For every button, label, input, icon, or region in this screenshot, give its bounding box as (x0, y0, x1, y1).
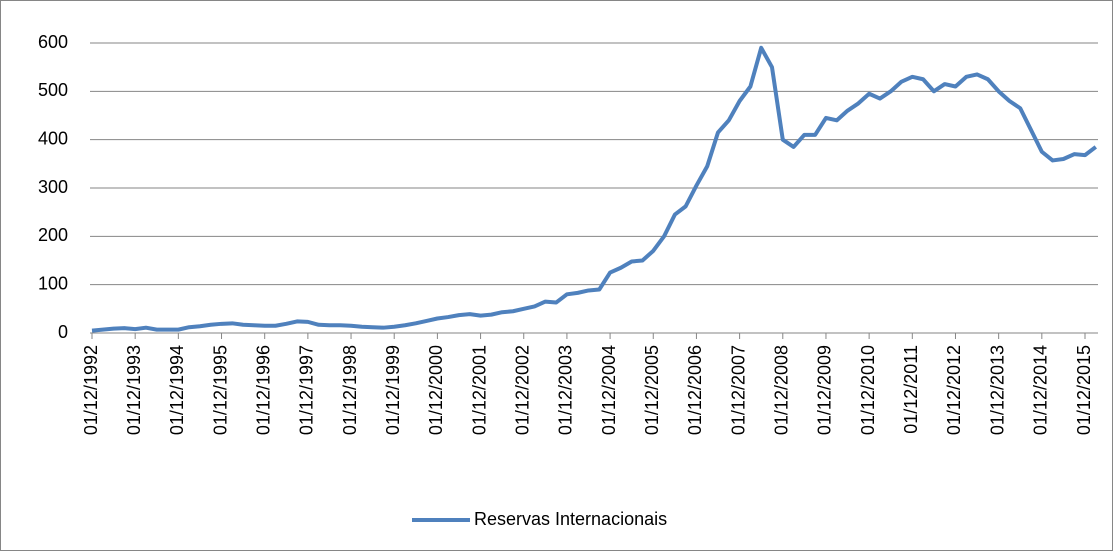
x-tick-label: 01/12/2000 (426, 345, 446, 435)
data-line (91, 45, 1098, 333)
y-tick-label: 200 (38, 225, 68, 245)
y-tick-label: 0 (58, 322, 68, 342)
x-tick-label: 01/12/2011 (901, 345, 921, 434)
x-tick-label: 01/12/1995 (210, 345, 230, 435)
x-tick-label: 01/12/2004 (599, 345, 619, 435)
x-tick-label: 01/12/2008 (772, 345, 792, 435)
x-tick-label: 01/12/2005 (642, 345, 662, 435)
x-tick-label: 01/12/2007 (728, 345, 748, 435)
y-tick-label: 600 (38, 32, 68, 52)
y-tick-label: 500 (38, 80, 68, 100)
x-tick-label: 01/12/2009 (815, 345, 835, 435)
x-tick-label: 01/12/1993 (124, 345, 144, 435)
x-tick-label: 01/12/2001 (469, 345, 489, 435)
y-tick-label: 300 (38, 177, 68, 197)
x-tick-label: 01/12/2015 (1074, 345, 1094, 435)
y-tick-label: 400 (38, 128, 68, 148)
x-tick-label: 01/12/2002 (512, 345, 532, 435)
x-tick-label: 01/12/1998 (340, 345, 360, 435)
x-tick-label: 01/12/2006 (685, 345, 705, 435)
x-tick-label: 01/12/2012 (944, 345, 964, 435)
x-tick-label: 01/12/2014 (1031, 345, 1051, 435)
x-tick-label: 01/12/1994 (167, 345, 187, 435)
x-tick-label: 01/12/2003 (556, 345, 576, 435)
x-tick-label: 01/12/1997 (297, 345, 317, 435)
y-tick-label: 100 (38, 273, 68, 293)
x-tick-label: 01/12/2010 (858, 345, 878, 435)
x-tick-label: 01/12/1992 (81, 345, 101, 435)
x-tick-label: 01/12/2013 (987, 345, 1007, 435)
legend-label: Reservas Internacionais (474, 509, 667, 529)
x-tick-label: 01/12/1996 (253, 345, 273, 435)
x-tick-label: 01/12/1999 (383, 345, 403, 435)
